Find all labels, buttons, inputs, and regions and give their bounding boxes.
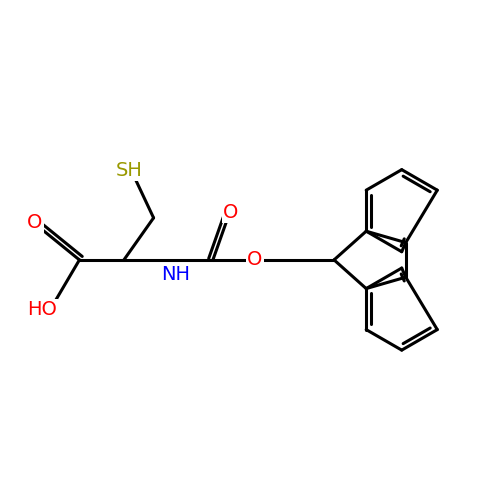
Text: SH: SH	[116, 162, 142, 180]
Text: O: O	[248, 250, 262, 270]
Text: O: O	[222, 204, 238, 223]
Text: NH: NH	[162, 265, 190, 284]
Text: HO: HO	[28, 300, 58, 319]
Text: O: O	[27, 214, 42, 233]
